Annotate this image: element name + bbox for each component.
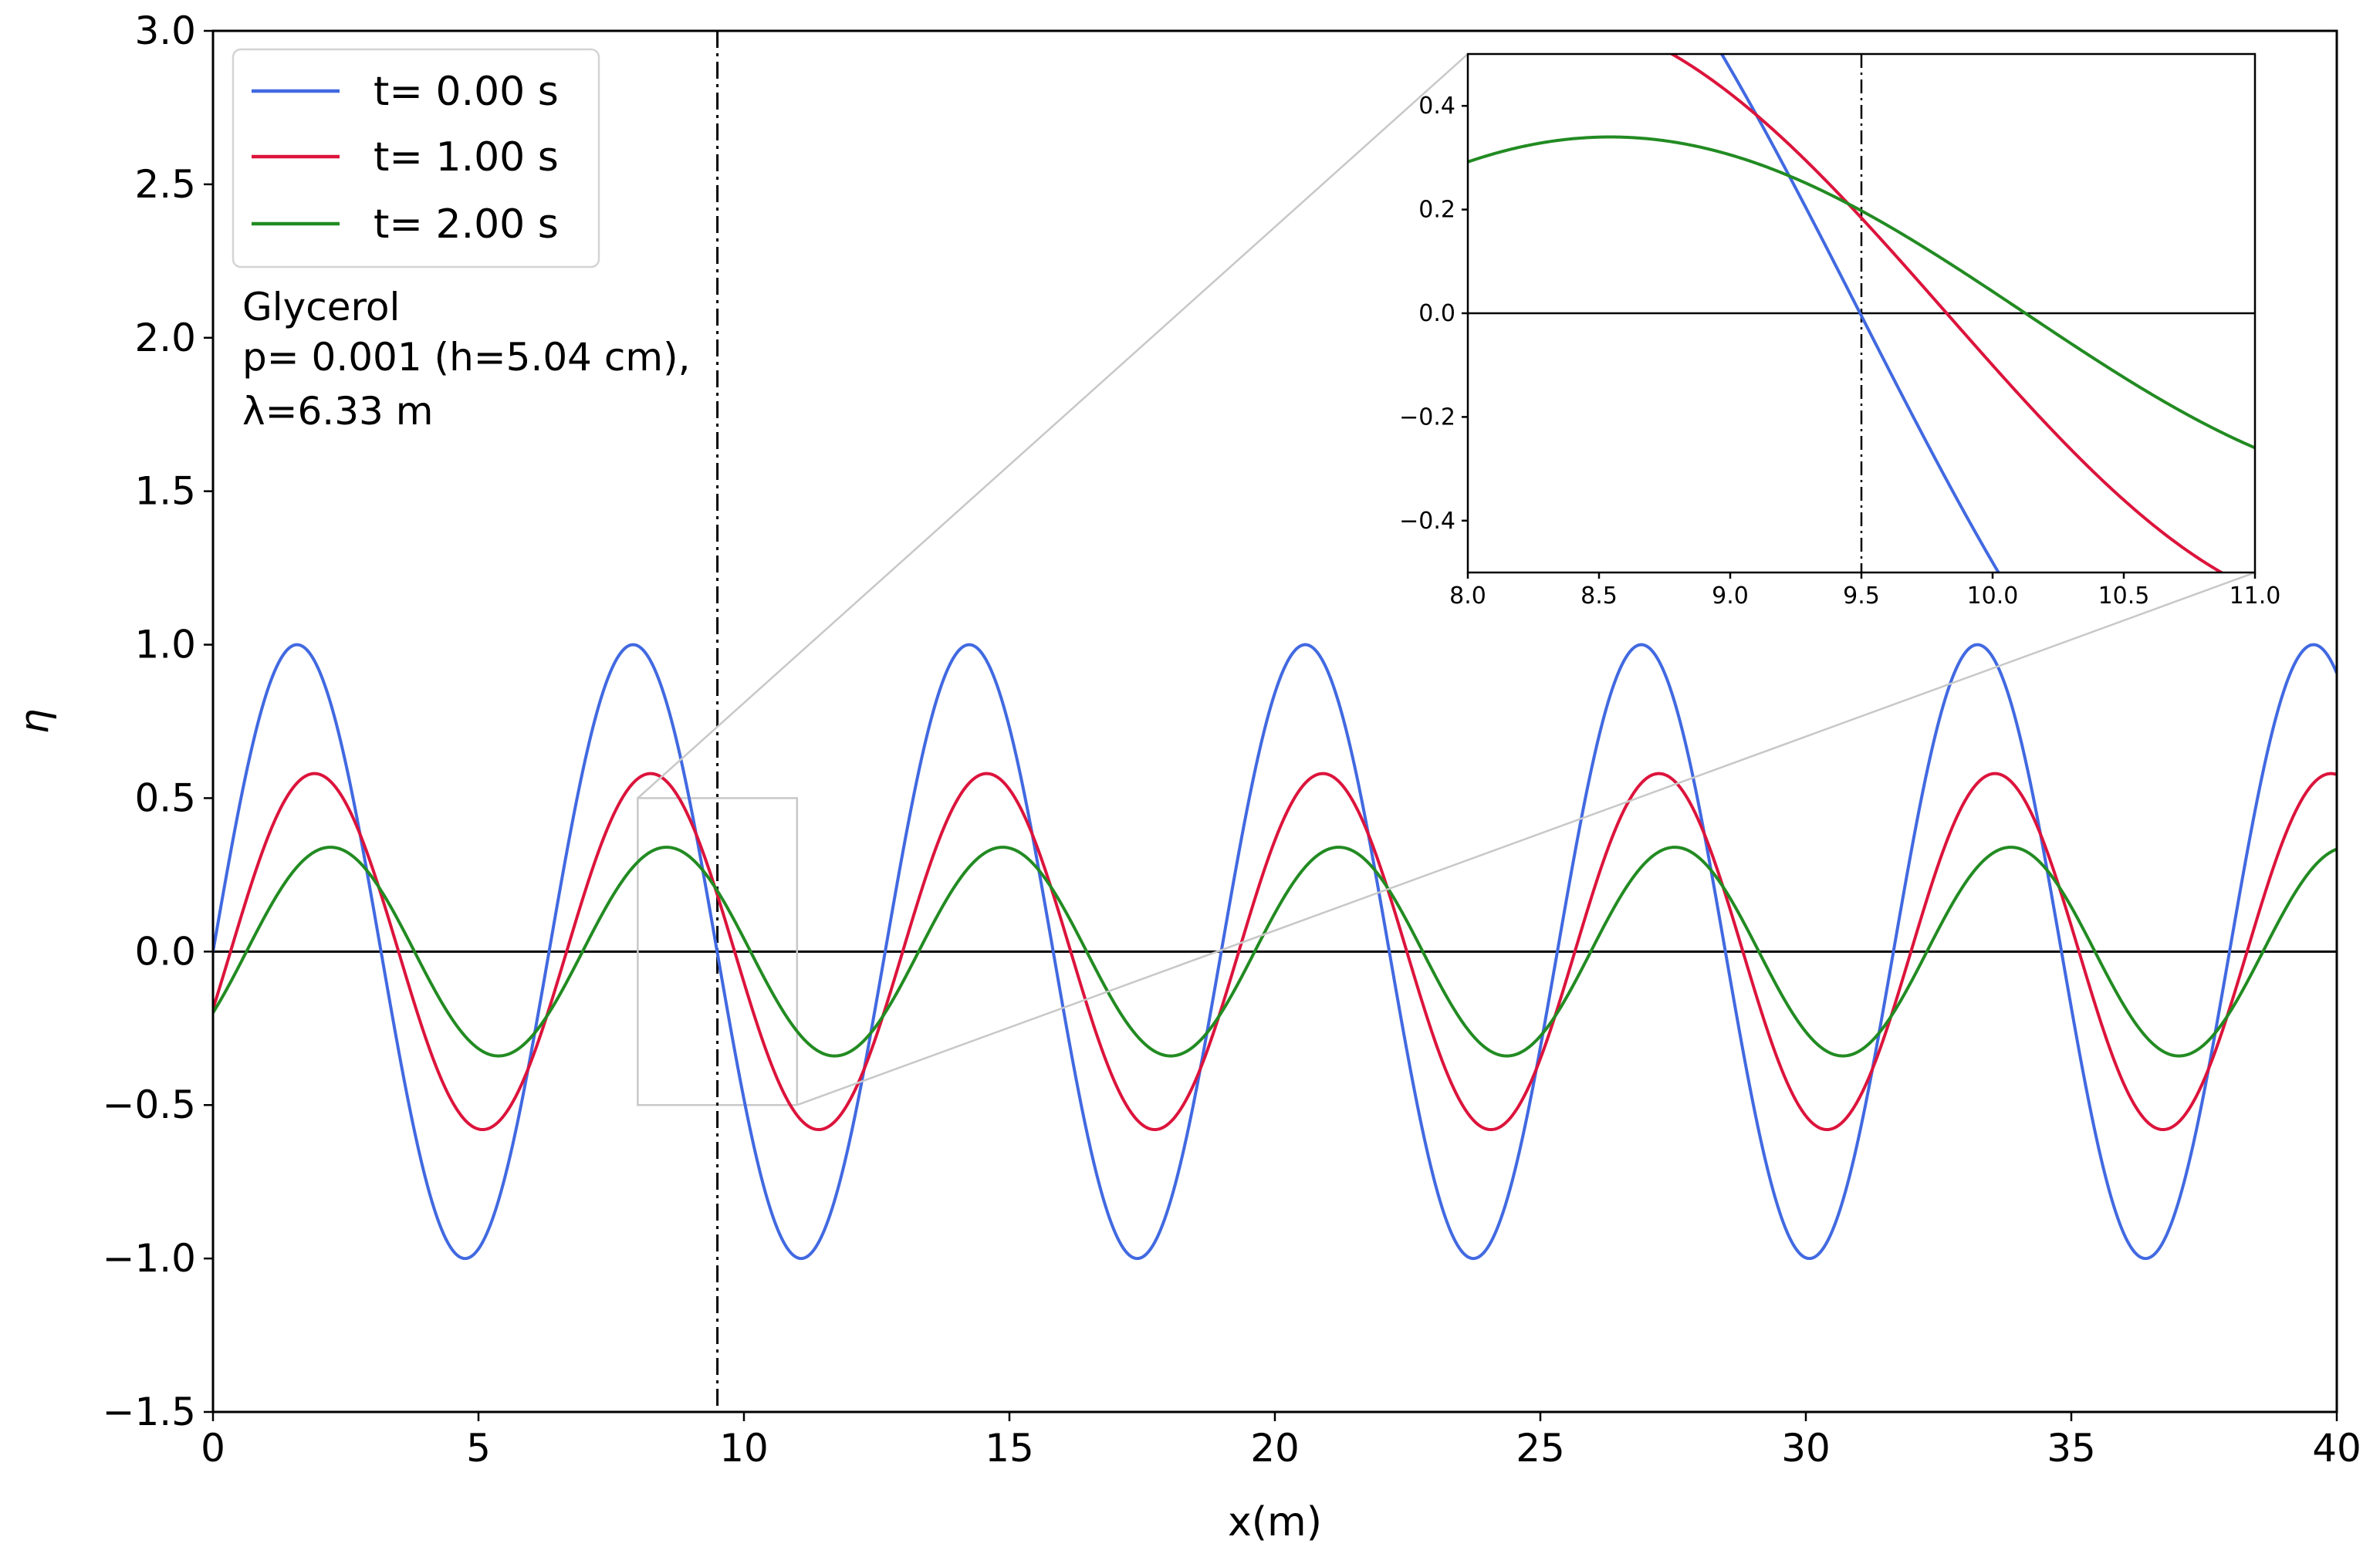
annotation: Glycerol p= 0.001 (h=5.04 cm), λ=6.33 m [242, 285, 690, 434]
main-x-tick-label: 35 [2047, 1426, 2096, 1471]
main-y-tick-label: −1.0 [103, 1236, 196, 1281]
main-x-tick-label: 25 [1516, 1426, 1565, 1471]
main-x-tick-label: 40 [2312, 1426, 2361, 1471]
inset-y-tick-label: −0.4 [1399, 508, 1455, 535]
inset-y-tick-label: 0.4 [1418, 93, 1455, 120]
annotation-parameters: p= 0.001 (h=5.04 cm), [242, 335, 690, 380]
legend: t= 0.00 s t= 1.00 s t= 2.00 s [232, 48, 600, 269]
legend-label-t1: t= 1.00 s [374, 134, 559, 181]
main-y-tick-label: 2.5 [134, 162, 196, 207]
inset-series-group [1468, 54, 2255, 572]
main-y-tick-label: 3.0 [134, 8, 196, 53]
zoom-connector-top [637, 53, 1469, 799]
inset-x-tick-label: 11.0 [2230, 583, 2281, 610]
main-y-tick-label: 0.5 [134, 775, 196, 820]
series-line-t2 [213, 846, 2337, 1058]
inset-x-tick-label: 9.5 [1843, 583, 1880, 610]
legend-frame [232, 48, 600, 269]
y-axis-label: η [12, 709, 58, 735]
main-series-group [213, 643, 2337, 1261]
inset-x-tick-label: 8.5 [1580, 583, 1618, 610]
legend-label-t0: t= 0.00 s [374, 69, 559, 115]
series-line-t1 [213, 772, 2337, 1132]
main-y-tick-label: −1.5 [103, 1390, 196, 1434]
inset-y-ticks: −0.4 −0.2 0.0 0.2 0.4 [1399, 93, 1468, 535]
main-y-tick-label: −0.5 [103, 1082, 196, 1127]
legend-label-t2: t= 2.00 s [374, 201, 559, 248]
inset-y-tick-label: 0.2 [1418, 197, 1455, 224]
inset-x-tick-label: 8.0 [1449, 583, 1486, 610]
inset-y-tick-label: −0.2 [1399, 404, 1455, 431]
main-x-ticks: 0 5 10 15 20 25 30 35 40 [201, 1412, 2361, 1471]
inset-y-tick-label: 0.0 [1418, 300, 1455, 327]
inset-series-line-t1 [1668, 54, 2225, 572]
main-y-ticks: −1.5 −1.0 −0.5 0.0 0.5 1.0 1.5 2.0 2.5 3.0 [103, 8, 213, 1434]
zoom-connector-bottom [796, 571, 2256, 1106]
inset-x-tick-label: 9.0 [1712, 583, 1749, 610]
inset-x-tick-label: 10.5 [2098, 583, 2150, 610]
series-line-t0 [213, 643, 2337, 1261]
annotation-wavelength: λ=6.33 m [242, 389, 433, 434]
inset-x-tick-label: 10.0 [1967, 583, 2019, 610]
main-x-tick-label: 20 [1250, 1426, 1300, 1471]
main-y-tick-label: 1.0 [134, 623, 196, 667]
main-x-tick-label: 5 [466, 1426, 491, 1471]
inset-x-ticks: 8.0 8.5 9.0 9.5 10.0 10.5 11.0 [1449, 572, 2280, 610]
annotation-fluid: Glycerol [242, 285, 400, 329]
main-y-tick-label: 0.0 [134, 929, 196, 974]
main-x-tick-label: 30 [1781, 1426, 1831, 1471]
inset-plot: 8.0 8.5 9.0 9.5 10.0 10.5 11.0 −0.4 −0.2 0.0 0.2 0… [1399, 52, 2280, 610]
inset-series-line-t2 [1468, 135, 2255, 450]
x-axis-label: x(m) [1228, 1499, 1322, 1545]
main-x-tick-label: 0 [201, 1426, 225, 1471]
main-x-tick-label: 15 [985, 1426, 1034, 1471]
inset-series-line-t0 [1719, 54, 2000, 572]
main-y-tick-label: 1.5 [134, 469, 196, 514]
main-x-tick-label: 10 [719, 1426, 769, 1471]
main-y-tick-label: 2.0 [134, 316, 196, 360]
